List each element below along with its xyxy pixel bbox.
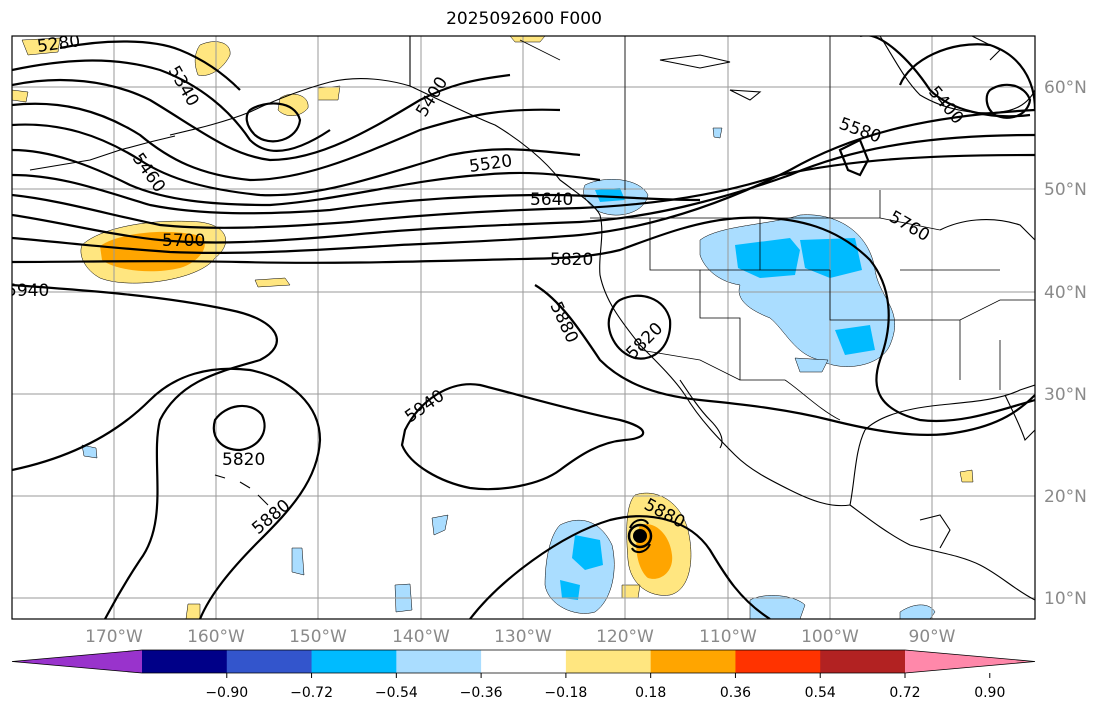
borders	[409, 36, 1035, 421]
lon-label-170w: 170°W	[85, 627, 143, 647]
contour-label: 5940	[6, 281, 49, 301]
map-title: 2025092600 F000	[446, 9, 602, 29]
colorbar-segment	[481, 650, 567, 673]
colorbar-tick-label: 0.90	[974, 685, 1005, 701]
contour-label: 5820	[222, 450, 265, 470]
colorbar-tick-label: −0.72	[290, 685, 333, 701]
lat-label-50n: 50°N	[1044, 180, 1087, 200]
lat-label-60n: 60°N	[1044, 78, 1087, 98]
colorbar-tick-label: 0.54	[805, 685, 836, 701]
colorbar-tick-label: −0.90	[205, 685, 248, 701]
lat-label-10n: 10°N	[1044, 589, 1087, 609]
colorbar-tick-label: 0.36	[720, 685, 751, 701]
lon-label-140w: 140°W	[392, 627, 450, 647]
colorbar-segment	[311, 650, 397, 673]
colorbar-segment	[396, 650, 482, 673]
colorbar-extend-high	[905, 650, 1035, 673]
contour-label: 5640	[530, 190, 573, 210]
colorbar-tick-label: −0.36	[460, 685, 503, 701]
colorbar-segment	[565, 650, 652, 673]
colorbar-segment	[650, 650, 736, 673]
anomaly-shading	[12, 36, 974, 619]
height-contours	[12, 36, 1035, 619]
colorbar-tick-label: 0.18	[635, 685, 666, 701]
colorbar-tick-label: 0.72	[889, 685, 920, 701]
latitude-labels: 60°N 50°N 40°N 30°N 20°N 10°N	[1044, 78, 1087, 609]
lon-label-130w: 130°W	[494, 627, 552, 647]
colorbar-segment	[142, 650, 228, 673]
colorbar-outline	[11, 649, 1036, 674]
contour-label: 5700	[162, 231, 205, 251]
lon-label-100w: 100°W	[801, 627, 859, 647]
colorbar-extend-low	[12, 650, 142, 673]
lon-label-160w: 160°W	[187, 627, 245, 647]
lat-label-40n: 40°N	[1044, 283, 1087, 303]
lon-label-150w: 150°W	[289, 627, 347, 647]
contour-label: 5280	[36, 31, 82, 57]
hurricane-icon	[627, 518, 653, 554]
coastlines	[29, 36, 1035, 601]
lon-label-110w: 110°W	[699, 627, 757, 647]
lon-label-120w: 120°W	[596, 627, 654, 647]
colorbar-tick-label: −0.54	[375, 685, 418, 701]
colorbar-segment	[226, 650, 313, 673]
colorbar: −0.90 −0.72 −0.54 −0.36 −0.18 0.18 0.36 0.54 0.7…	[11, 649, 1036, 701]
longitude-labels: 170°W 160°W 150°W 140°W 130°W 120°W 110°…	[85, 627, 956, 647]
map-frame	[11, 35, 1036, 620]
lat-label-30n: 30°N	[1044, 385, 1087, 405]
lat-label-20n: 20°N	[1044, 487, 1087, 507]
colorbar-tick-label: −0.18	[544, 685, 587, 701]
lon-label-90w: 90°W	[909, 627, 956, 647]
contour-label: 5820	[550, 250, 593, 270]
colorbar-segment	[820, 650, 906, 673]
colorbar-segment	[735, 650, 821, 673]
